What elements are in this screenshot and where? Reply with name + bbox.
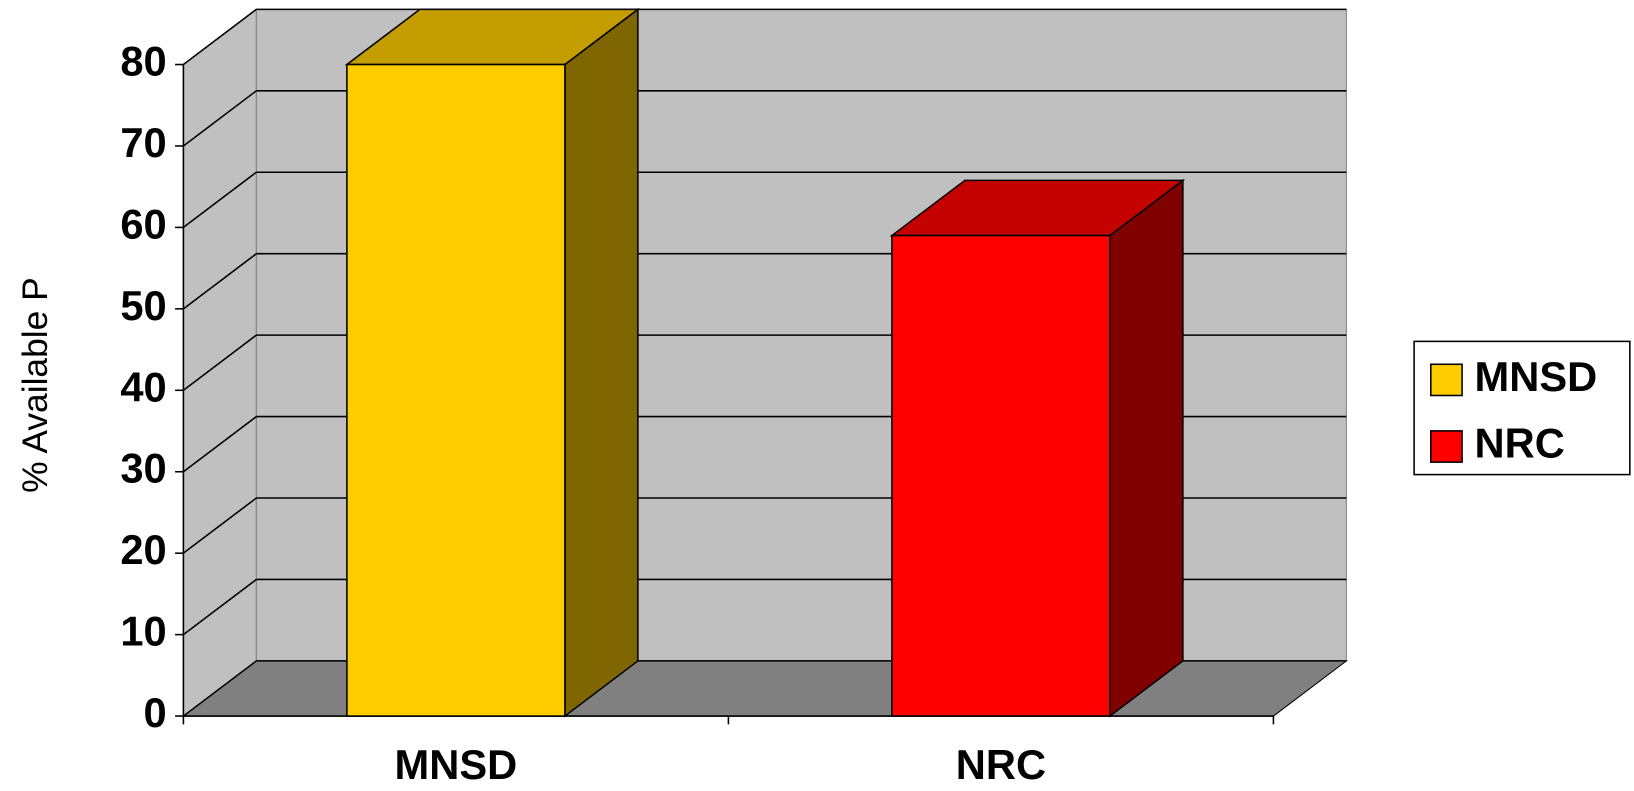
y-tick-label: 30 (120, 445, 166, 492)
y-tick-label: 20 (120, 526, 166, 573)
x-tick-label: MNSD (395, 741, 518, 788)
y-tick-label: 80 (120, 38, 166, 85)
bar-side (1109, 178, 1184, 718)
y-tick-label: 40 (120, 363, 166, 410)
y-tick-label: 60 (120, 200, 166, 247)
bar-side (564, 7, 639, 718)
grid-line (182, 8, 1347, 66)
y-axis-label: % Available P (15, 277, 55, 493)
legend-label: MNSD (1475, 353, 1598, 400)
legend-label: NRC (1475, 420, 1565, 467)
y-tick-label: 0 (144, 689, 167, 736)
grid-line (182, 171, 1347, 229)
y-tick-label: 70 (120, 119, 166, 166)
legend-swatch (1430, 430, 1463, 463)
y-tick-label: 10 (120, 608, 166, 655)
bar (891, 234, 1111, 717)
legend-swatch (1430, 363, 1463, 397)
bar (346, 63, 566, 717)
y-tick-label: 50 (120, 282, 166, 329)
x-tick-label: NRC (956, 741, 1046, 788)
grid-line (182, 90, 1347, 147)
